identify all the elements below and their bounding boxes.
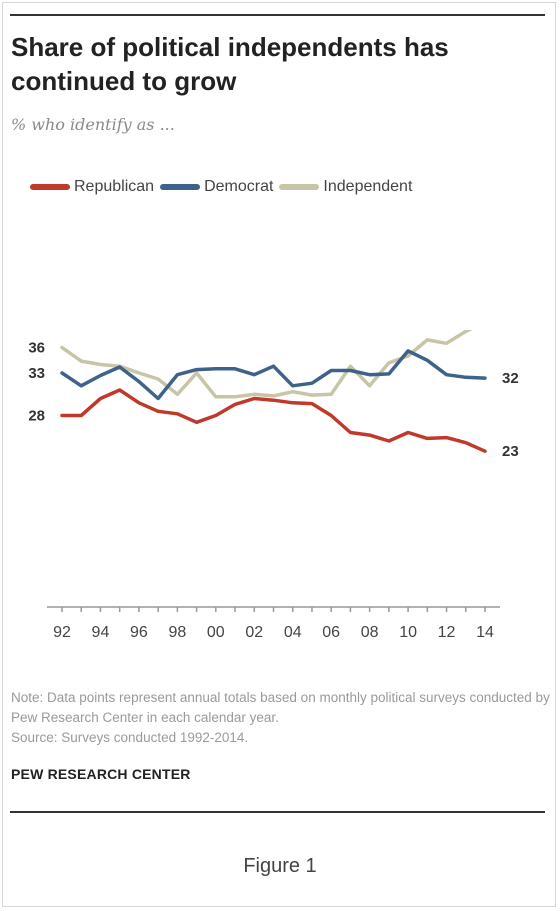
end-label-republican: 23 — [502, 443, 519, 460]
series-line-republican — [60, 388, 487, 453]
legend-item-republican: Republican — [30, 178, 154, 196]
x-tick-label: 14 — [476, 624, 494, 641]
legend-label-independent: Independent — [323, 178, 413, 195]
source-text: Source: Surveys conducted 1992-2014. — [11, 730, 249, 745]
chart-subtitle: % who identify as ... — [11, 115, 175, 134]
legend-item-independent: Independent — [279, 178, 412, 196]
legend-label-democrat: Democrat — [204, 178, 274, 195]
legend-swatch-independent — [279, 184, 320, 190]
x-tick-label: 10 — [399, 624, 417, 641]
legend-item-democrat: Democrat — [160, 178, 273, 196]
end-label-independent: 39 — [502, 330, 519, 331]
figure-caption: Figure 1 — [243, 855, 317, 877]
x-tick-label: 08 — [361, 624, 379, 641]
legend-label-republican: Republican — [74, 178, 155, 195]
x-tick-label: 96 — [130, 624, 148, 641]
x-tick-label: 06 — [322, 624, 340, 641]
top-rule — [10, 14, 545, 16]
note-text: Note: Data points represent annual total… — [11, 690, 550, 725]
end-label-democrat: 32 — [502, 370, 519, 387]
x-tick-label: 02 — [245, 624, 263, 641]
x-tick-label: 98 — [168, 624, 186, 641]
line-chart: 36 33 28 39 32 23 92 94 96 98 00 02 04 06 08 10 12 14 — [28, 330, 519, 641]
x-tick-label: 04 — [284, 624, 302, 641]
legend: Republican Democrat Independent — [30, 175, 418, 199]
x-tick-label: 94 — [92, 624, 110, 641]
start-label-democrat: 33 — [28, 365, 45, 382]
legend-swatch-democrat — [160, 184, 201, 190]
chart-note: Note: Data points represent annual total… — [11, 688, 551, 748]
start-label-republican: 28 — [28, 408, 45, 425]
x-tick-label: 12 — [438, 624, 456, 641]
source-brand: PEW RESEARCH CENTER — [11, 766, 191, 782]
chart-title: Share of political independents has cont… — [11, 32, 449, 96]
legend-swatch-republican — [30, 184, 70, 190]
bottom-rule — [10, 811, 545, 813]
series-line-independent — [60, 330, 473, 399]
x-tick-label: 92 — [53, 624, 71, 641]
series-line-democrat — [60, 349, 487, 401]
start-label-independent: 36 — [28, 340, 45, 357]
x-tick-label: 00 — [207, 624, 225, 641]
